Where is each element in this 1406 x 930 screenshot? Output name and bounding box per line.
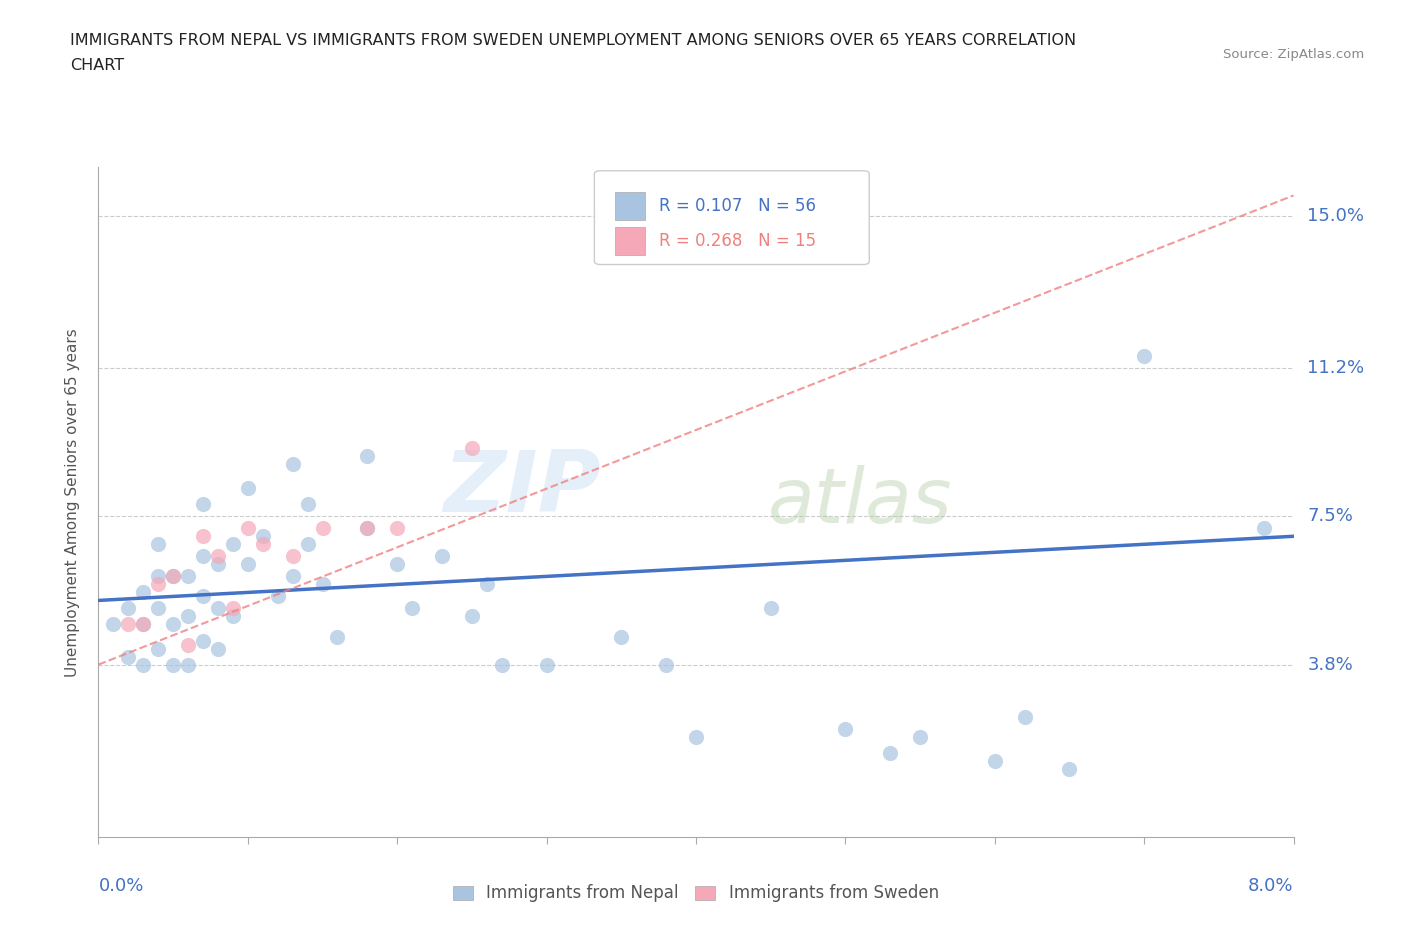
Point [222,609,245,624]
Point [685,729,707,744]
Point [132,617,155,631]
Point [132,585,155,600]
Point [297,497,319,512]
Point [281,457,304,472]
Point [401,601,423,616]
Point [117,617,139,631]
FancyBboxPatch shape [614,227,644,255]
Legend: Immigrants from Nepal, Immigrants from Sweden: Immigrants from Nepal, Immigrants from S… [446,878,946,909]
Point [191,549,214,564]
Point [475,577,498,591]
Point [207,549,229,564]
Point [177,658,200,672]
Point [281,569,304,584]
Point [610,629,633,644]
Text: atlas: atlas [768,465,952,539]
Point [236,557,259,572]
Point [191,529,214,544]
Point [162,569,184,584]
Point [326,629,349,644]
Point [177,637,200,652]
Point [207,641,229,656]
Point [385,521,409,536]
Point [117,649,139,664]
Point [1253,521,1275,536]
Text: 15.0%: 15.0% [1308,206,1364,224]
Point [655,658,678,672]
Point [236,521,259,536]
Text: ZIP: ZIP [443,447,600,530]
Point [834,722,856,737]
Point [236,481,259,496]
Point [191,497,214,512]
Point [1059,762,1081,777]
Point [281,549,304,564]
Point [103,617,125,631]
Point [252,529,274,544]
Point [908,729,931,744]
Point [148,641,170,656]
Text: Source: ZipAtlas.com: Source: ZipAtlas.com [1223,48,1364,61]
Point [356,521,378,536]
Point [148,577,170,591]
Text: R = 0.268   N = 15: R = 0.268 N = 15 [659,232,815,250]
Text: 0.0%: 0.0% [98,877,143,896]
Y-axis label: Unemployment Among Seniors over 65 years: Unemployment Among Seniors over 65 years [65,328,80,677]
Point [297,537,319,551]
Point [191,633,214,648]
Point [461,609,484,624]
Point [311,521,333,536]
Point [252,537,274,551]
Point [207,601,229,616]
Point [267,589,290,604]
FancyBboxPatch shape [614,193,644,220]
Point [207,557,229,572]
Text: 3.8%: 3.8% [1308,656,1353,673]
Point [983,753,1005,768]
Point [879,745,901,760]
Point [132,658,155,672]
Point [461,441,484,456]
Point [132,617,155,631]
Point [430,549,453,564]
Point [148,569,170,584]
Point [177,569,200,584]
Point [162,569,184,584]
Text: IMMIGRANTS FROM NEPAL VS IMMIGRANTS FROM SWEDEN UNEMPLOYMENT AMONG SENIORS OVER : IMMIGRANTS FROM NEPAL VS IMMIGRANTS FROM… [70,33,1077,47]
FancyBboxPatch shape [595,171,869,264]
Point [1014,710,1036,724]
Text: 8.0%: 8.0% [1249,877,1294,896]
Point [222,537,245,551]
Point [177,609,200,624]
Point [385,557,409,572]
Point [148,601,170,616]
Point [1133,349,1156,364]
Point [222,601,245,616]
Text: 11.2%: 11.2% [1308,359,1365,377]
Text: R = 0.107   N = 56: R = 0.107 N = 56 [659,197,815,215]
Point [191,589,214,604]
Point [162,617,184,631]
Point [148,537,170,551]
Text: 7.5%: 7.5% [1308,507,1354,525]
Point [356,448,378,463]
Text: CHART: CHART [70,58,124,73]
Point [356,521,378,536]
Point [311,577,333,591]
Point [117,601,139,616]
Point [536,658,558,672]
Point [162,658,184,672]
Point [759,601,782,616]
Point [491,658,513,672]
